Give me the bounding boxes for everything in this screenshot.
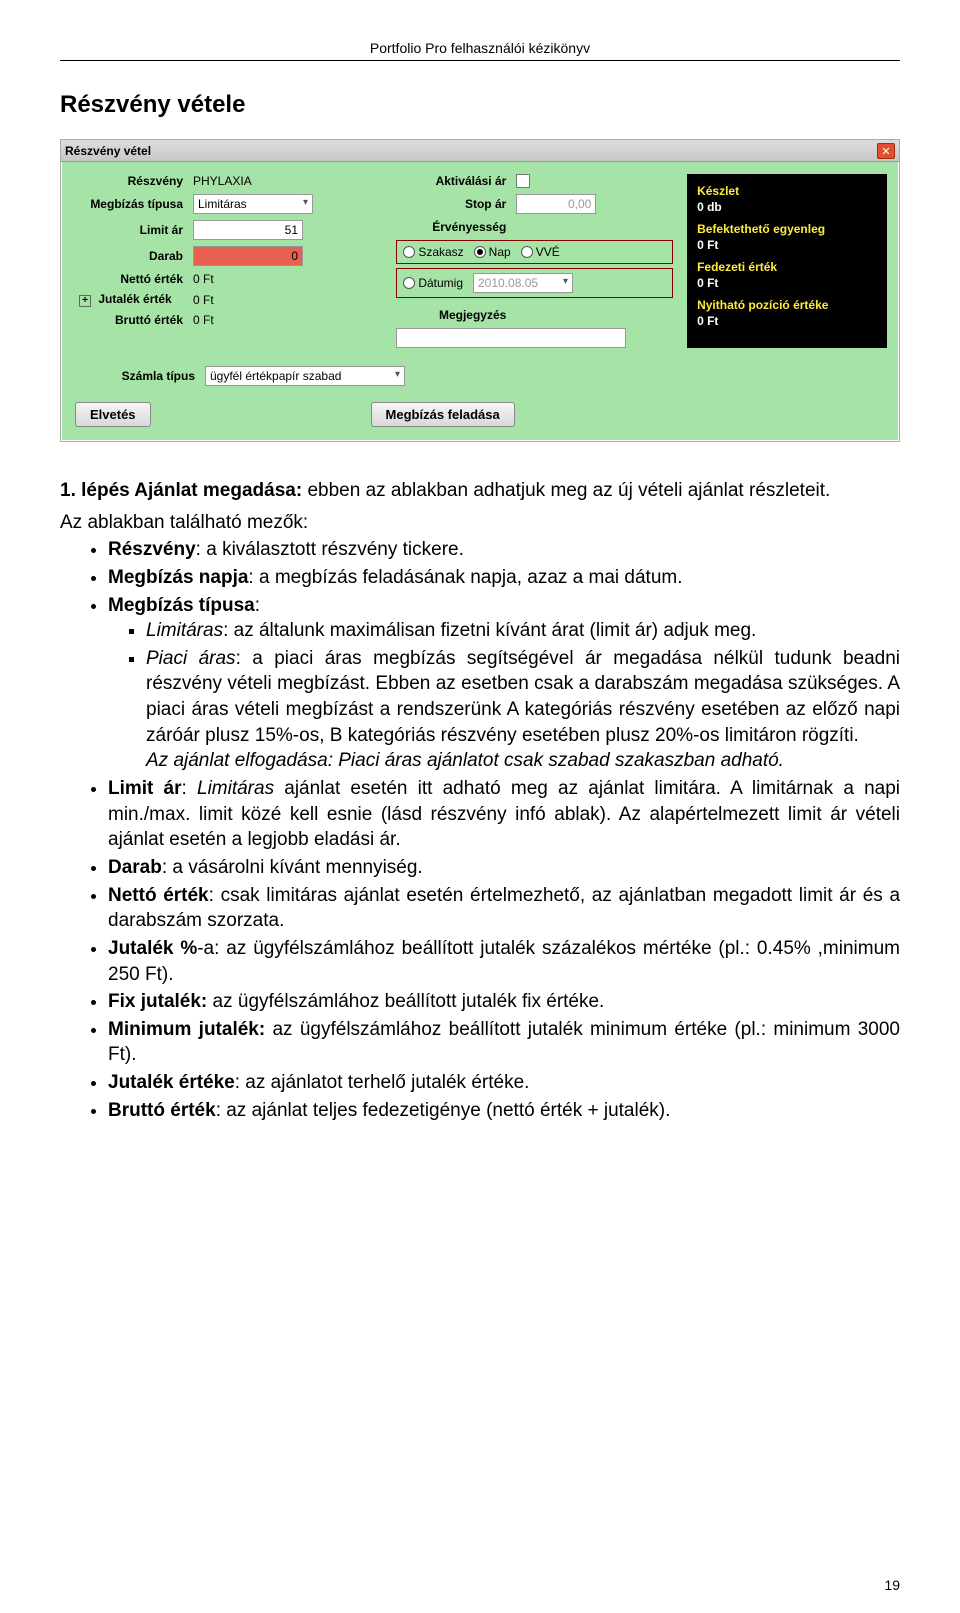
radio-nap-label: Nap — [489, 245, 511, 259]
li-jutalek-pct-b: Jutalék % — [108, 938, 197, 959]
right-info-panel: Készlet 0 db Befektethető egyenleg 0 Ft … — [687, 174, 887, 348]
submit-button[interactable]: Megbízás feladása — [371, 402, 515, 427]
radio-dot-icon — [403, 246, 415, 258]
radio-vve[interactable]: VVÉ — [521, 245, 560, 259]
left-column: Részvény PHYLAXIA Megbízás típusa Limitá… — [73, 174, 382, 348]
order-type-sublist: Limitáras: az általunk maximálisan fizet… — [146, 618, 900, 774]
qty-label: Darab — [73, 249, 193, 263]
stock-label: Részvény — [73, 174, 193, 188]
validity-date-select[interactable]: 2010.08.05 — [473, 273, 573, 293]
account-row: Számla típus ügyfél értékpapír szabad — [61, 360, 899, 392]
validity-radio-group-2: Dátumig 2010.08.05 — [396, 268, 673, 298]
info-stock-value: 0 db — [697, 200, 877, 214]
info-cover-label: Fedezeti érték — [697, 260, 877, 274]
info-cover-value: 0 Ft — [697, 276, 877, 290]
li-netto-rest: : csak limitáras ajánlat esetén értelmez… — [108, 885, 900, 932]
net-label: Nettó érték — [73, 272, 193, 286]
order-type-select[interactable]: Limitáras — [193, 194, 313, 214]
li-jutalek-pct-rest: -a: az ügyfélszámlához beállított jutalé… — [108, 938, 900, 985]
form-area: Részvény PHYLAXIA Megbízás típusa Limitá… — [61, 162, 899, 360]
info-invest-value: 0 Ft — [697, 238, 877, 252]
mid-column: Aktiválási ár Stop ár Érvényesség Szakas… — [396, 174, 673, 348]
app-window: Részvény vétel ✕ Részvény PHYLAXIA Megbí… — [60, 139, 900, 442]
field-list: Részvény: a kiválasztott részvény ticker… — [108, 537, 900, 1123]
step1-lead: 1. lépés Ajánlat megadása: — [60, 480, 302, 501]
li-limitar-b: Limit ár — [108, 778, 182, 799]
li-limitar-i: Limitáras — [197, 778, 274, 799]
stop-label: Stop ár — [396, 197, 516, 211]
li-fix-rest: az ügyfélszámlához beállított jutalék fi… — [207, 991, 604, 1012]
radio-szakasz[interactable]: Szakasz — [403, 245, 463, 259]
radio-szakasz-label: Szakasz — [418, 245, 463, 259]
fee-label: Jutalék érték — [98, 292, 171, 306]
order-type-label: Megbízás típusa — [73, 197, 193, 211]
gross-label: Bruttó érték — [73, 313, 193, 327]
li-reszveny-b: Részvény — [108, 539, 196, 560]
activation-checkbox[interactable] — [516, 174, 530, 188]
li-piaci-i: Piaci áras — [146, 648, 236, 669]
close-icon[interactable]: ✕ — [877, 143, 895, 159]
li-brutto-b: Bruttó érték — [108, 1100, 216, 1121]
button-row: Elvetés Megbízás feladása — [61, 392, 899, 441]
qty-input[interactable] — [193, 246, 303, 266]
li-megbizas-tipusa-b: Megbízás típusa — [108, 595, 255, 616]
radio-dot-icon — [403, 277, 415, 289]
doc-header: Portfolio Pro felhasználói kézikönyv — [60, 40, 900, 61]
expand-icon[interactable]: + — [79, 295, 91, 307]
li-netto-b: Nettó érték — [108, 885, 209, 906]
li-piaci-rest: : a piaci áras megbízás segítségével ár … — [146, 648, 900, 746]
page-number: 19 — [884, 1577, 900, 1593]
validity-radio-group-1: Szakasz Nap VVÉ — [396, 240, 673, 264]
radio-datumig-label: Dátumig — [418, 276, 463, 290]
li-fix-b: Fix jutalék: — [108, 991, 207, 1012]
li-jutalek-ertek-rest: : az ajánlatot terhelő jutalék értéke. — [235, 1072, 530, 1093]
radio-datumig[interactable]: Dátumig — [403, 276, 463, 290]
note-label: Megjegyzés — [396, 308, 516, 322]
fee-label-row: + Jutalék érték — [73, 292, 193, 307]
info-open-label: Nyitható pozíció értéke — [697, 298, 877, 312]
cancel-button[interactable]: Elvetés — [75, 402, 151, 427]
window-title: Részvény vétel — [65, 144, 151, 158]
info-stock-label: Készlet — [697, 184, 877, 198]
titlebar: Részvény vétel ✕ — [61, 140, 899, 162]
li-reszveny-rest: : a kiválasztott részvény tickere. — [196, 539, 464, 560]
limit-price-input[interactable] — [193, 220, 303, 240]
li-megbizas-napja-rest: : a megbízás feladásának napja, azaz a m… — [248, 567, 682, 588]
info-invest-label: Befektethető egyenleg — [697, 222, 877, 236]
note-input[interactable] — [396, 328, 626, 348]
li-megbizas-tipusa-rest: : — [255, 595, 260, 616]
radio-dot-icon — [474, 246, 486, 258]
validity-label: Érvényesség — [396, 220, 516, 234]
radio-vve-label: VVÉ — [536, 245, 560, 259]
net-value: 0 Ft — [193, 272, 214, 286]
body-text: 1. lépés Ajánlat megadása: ebben az abla… — [60, 478, 900, 1123]
fields-intro: Az ablakban található mezők: — [60, 510, 900, 536]
activation-label: Aktiválási ár — [396, 174, 516, 188]
radio-nap[interactable]: Nap — [474, 245, 511, 259]
li-brutto-rest: : az ajánlat teljes fedezetigénye (nettó… — [216, 1100, 671, 1121]
gross-value: 0 Ft — [193, 313, 214, 327]
li-limitar-colon: : — [182, 778, 197, 799]
stock-value: PHYLAXIA — [193, 174, 252, 188]
li-limitaras-i: Limitáras — [146, 620, 223, 641]
account-type-label: Számla típus — [75, 369, 205, 383]
li-min-b: Minimum jutalék: — [108, 1019, 265, 1040]
li-megbizas-napja-b: Megbízás napja — [108, 567, 248, 588]
stop-input[interactable] — [516, 194, 596, 214]
li-piaci-note: Az ajánlat elfogadása: Piaci áras ajánla… — [146, 750, 784, 771]
fee-value: 0 Ft — [193, 293, 214, 307]
account-type-select[interactable]: ügyfél értékpapír szabad — [205, 366, 405, 386]
li-jutalek-ertek-b: Jutalék értéke — [108, 1072, 235, 1093]
li-darab-rest: : a vásárolni kívánt mennyiség. — [162, 857, 423, 878]
section-title: Részvény vétele — [60, 91, 900, 119]
info-open-value: 0 Ft — [697, 314, 877, 328]
radio-dot-icon — [521, 246, 533, 258]
step1-rest: ebben az ablakban adhatjuk meg az új vét… — [302, 480, 830, 501]
li-darab-b: Darab — [108, 857, 162, 878]
li-limitaras-rest: : az általunk maximálisan fizetni kívánt… — [223, 620, 756, 641]
limit-price-label: Limit ár — [73, 223, 193, 237]
